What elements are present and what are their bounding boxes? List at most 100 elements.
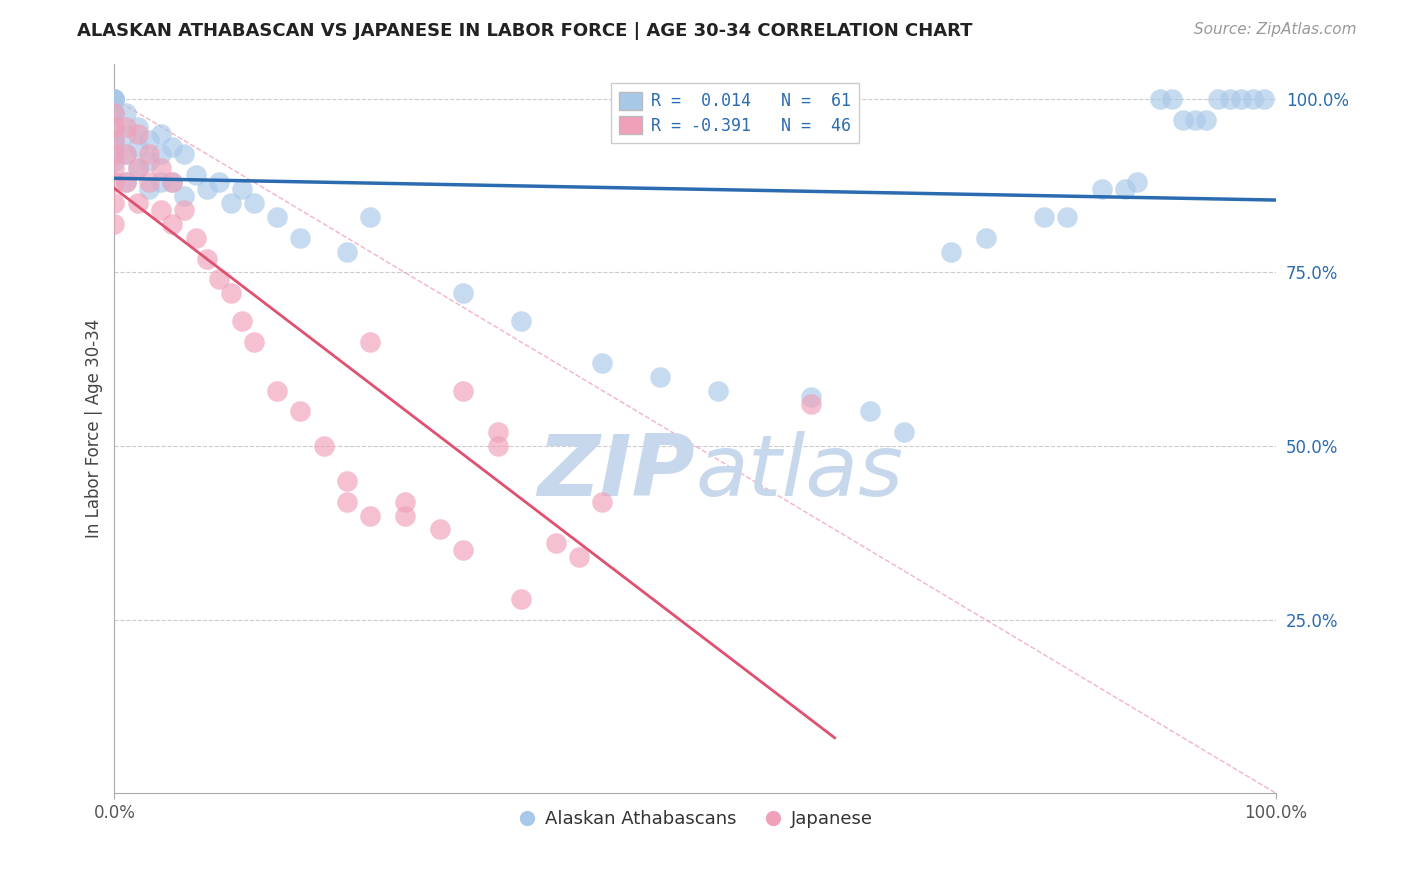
Point: [1149, 92, 1171, 106]
Point: [127, 196, 149, 211]
Point: [336, 494, 359, 508]
Point: [115, 147, 138, 161]
Point: [243, 334, 266, 349]
Point: [231, 314, 253, 328]
Point: [290, 230, 312, 244]
Point: [486, 439, 509, 453]
Point: [103, 161, 125, 176]
Point: [312, 439, 335, 453]
Point: [1091, 182, 1114, 196]
Point: [1219, 92, 1241, 106]
Point: [103, 92, 125, 106]
Point: [103, 175, 125, 189]
Point: [486, 425, 509, 440]
Point: [939, 244, 962, 259]
Point: [103, 196, 125, 211]
Point: [127, 127, 149, 141]
Point: [451, 543, 474, 558]
Point: [115, 105, 138, 120]
Point: [1241, 92, 1264, 106]
Point: [103, 92, 125, 106]
Point: [1173, 112, 1195, 127]
Point: [243, 196, 266, 211]
Point: [1160, 92, 1182, 106]
Point: [149, 202, 172, 217]
Point: [707, 384, 730, 398]
Point: [1195, 112, 1218, 127]
Point: [127, 120, 149, 134]
Point: [103, 154, 125, 169]
Point: [138, 133, 160, 147]
Point: [115, 175, 138, 189]
Point: [138, 182, 160, 196]
Point: [127, 140, 149, 154]
Point: [103, 105, 125, 120]
Point: [162, 175, 184, 189]
Point: [115, 120, 138, 134]
Point: [974, 230, 997, 244]
Point: [208, 272, 231, 286]
Point: [1206, 92, 1229, 106]
Point: [127, 161, 149, 176]
Point: [1114, 182, 1136, 196]
Point: [149, 175, 172, 189]
Point: [591, 494, 613, 508]
Point: [1056, 210, 1078, 224]
Point: [568, 550, 591, 565]
Point: [1253, 92, 1275, 106]
Point: [544, 536, 567, 550]
Point: [451, 286, 474, 301]
Point: [173, 147, 195, 161]
Point: [266, 210, 288, 224]
Point: [103, 140, 125, 154]
Point: [103, 217, 125, 231]
Point: [1230, 92, 1253, 106]
Point: [394, 508, 416, 523]
Legend: Alaskan Athabascans, Japanese: Alaskan Athabascans, Japanese: [510, 803, 880, 836]
Point: [103, 92, 125, 106]
Point: [195, 252, 218, 266]
Point: [173, 202, 195, 217]
Point: [1184, 112, 1206, 127]
Point: [103, 133, 125, 147]
Point: [138, 175, 160, 189]
Point: [103, 120, 125, 134]
Point: [800, 397, 823, 411]
Point: [893, 425, 915, 440]
Point: [138, 147, 160, 161]
Point: [195, 182, 218, 196]
Point: [359, 334, 381, 349]
Point: [591, 356, 613, 370]
Point: [429, 523, 451, 537]
Point: [359, 508, 381, 523]
Point: [510, 314, 533, 328]
Point: [336, 244, 359, 259]
Point: [115, 127, 138, 141]
Text: ALASKAN ATHABASCAN VS JAPANESE IN LABOR FORCE | AGE 30-34 CORRELATION CHART: ALASKAN ATHABASCAN VS JAPANESE IN LABOR …: [77, 22, 973, 40]
Text: Source: ZipAtlas.com: Source: ZipAtlas.com: [1194, 22, 1357, 37]
Point: [510, 591, 533, 606]
Point: [162, 140, 184, 154]
Point: [219, 286, 242, 301]
Point: [336, 474, 359, 488]
Point: [103, 105, 125, 120]
Point: [858, 404, 880, 418]
Point: [394, 494, 416, 508]
Point: [219, 196, 242, 211]
Point: [115, 175, 138, 189]
Point: [103, 92, 125, 106]
Point: [149, 127, 172, 141]
Point: [149, 161, 172, 176]
Point: [103, 147, 125, 161]
Point: [173, 189, 195, 203]
Point: [359, 210, 381, 224]
Point: [162, 217, 184, 231]
Point: [184, 230, 207, 244]
Point: [138, 154, 160, 169]
Point: [184, 168, 207, 182]
Text: atlas: atlas: [695, 431, 903, 514]
Text: ZIP: ZIP: [537, 431, 695, 514]
Point: [1032, 210, 1054, 224]
Point: [650, 369, 672, 384]
Point: [162, 175, 184, 189]
